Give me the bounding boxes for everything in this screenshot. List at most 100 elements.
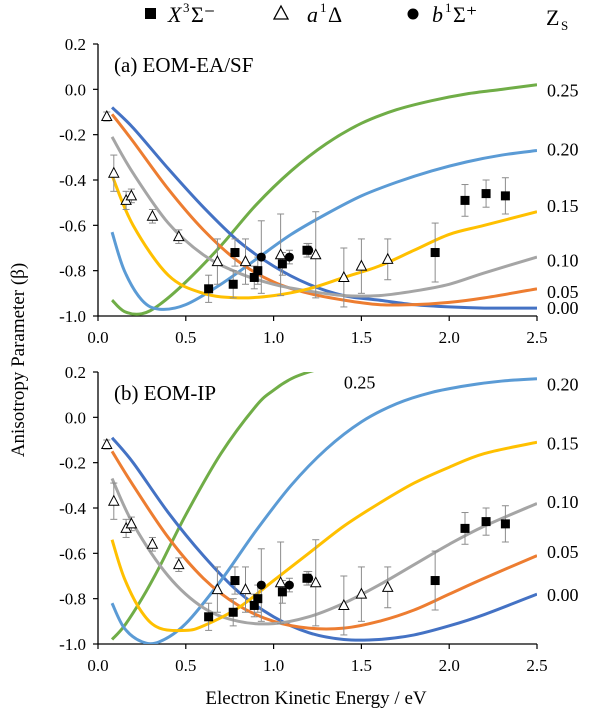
data-point-square [481, 189, 491, 199]
data-point-triangle [355, 587, 368, 599]
data-point-circle [304, 573, 314, 583]
circle-marker-icon [407, 8, 419, 20]
data-point-triangle [355, 259, 368, 271]
legend-label-sup: 1 [445, 0, 452, 15]
x-axis-label: Electron Kinetic Energy / eV [205, 688, 427, 709]
y-tick-label: 0.0 [65, 408, 86, 427]
data-point-triangle [338, 598, 350, 610]
x-tick-label: 0.0 [87, 656, 108, 675]
data-point-square [481, 517, 491, 527]
zs-value-label: 0.05 [547, 542, 579, 562]
legend-item-b1sigma: b 1 Σ⁺ [407, 0, 477, 27]
data-point-square [430, 248, 440, 258]
y-tick-label: -1.0 [59, 635, 86, 654]
x-tick-label: 1.0 [263, 328, 284, 347]
data-point-triangle [125, 189, 138, 201]
zs-value-label: 0.15 [547, 433, 579, 453]
data-point-square [249, 272, 259, 282]
data-point-triangle [107, 166, 120, 178]
legend-label-main: b [432, 2, 443, 27]
y-tick-label: -0.4 [59, 171, 86, 190]
data-point-square [277, 259, 287, 269]
data-point-triangle [146, 537, 159, 549]
y-tick-label: -0.8 [59, 590, 86, 609]
zs-header-sub: S [561, 18, 568, 33]
legend: X 3 Σ⁻ a 1 Δ b 1 Σ⁺ Z S [145, 0, 568, 33]
data-point-square [230, 576, 240, 586]
legend-item-a1delta: a 1 Δ [272, 0, 342, 27]
theory-curve [111, 106, 537, 310]
data-point-triangle [309, 576, 322, 588]
x-tick-label: 2.5 [526, 656, 547, 675]
zs-value-label: 0.20 [547, 374, 579, 394]
data-point-square [230, 248, 240, 258]
y-tick-label: 0.0 [65, 80, 86, 99]
data-point-triangle [338, 270, 350, 282]
legend-label-sup: 1 [320, 0, 327, 15]
theory-curve [110, 113, 537, 307]
x-tick-label: 0.5 [175, 656, 196, 675]
data-point-circle [256, 252, 266, 262]
theory-curve [110, 377, 537, 644]
data-point-square [500, 519, 510, 529]
legend-label-rest: Σ⁺ [453, 2, 477, 27]
x-tick-label: 0.5 [175, 328, 196, 347]
data-point-triangle [211, 255, 224, 267]
y-tick-label: -0.6 [59, 216, 86, 235]
panel-a: 0.20.0-0.2-0.4-0.6-0.8-1.00.0 0.5 1.0 1.5 2.… [59, 35, 578, 347]
zs-value-label: 0.10 [547, 492, 579, 512]
theory-curve [110, 436, 537, 642]
data-point-square [249, 600, 259, 610]
data-point-triangle [309, 248, 322, 260]
theory-curves [110, 372, 537, 644]
theory-curve [110, 440, 537, 633]
legend-label-sup: 3 [183, 0, 190, 15]
x-tick-label: 1.5 [351, 656, 372, 675]
data-point-square [253, 594, 263, 604]
data-point-square [204, 612, 214, 622]
data-point-triangle [274, 248, 287, 260]
y-tick-label: -0.2 [59, 454, 86, 473]
zs-value-label: 0.20 [547, 139, 579, 159]
panel-b: 0.20.0-0.2-0.4-0.6-0.8-1.00.0 0.5 1.0 1.5 2.… [59, 363, 578, 675]
x-tick-label: 2.0 [439, 328, 460, 347]
data-point-square [460, 523, 470, 533]
y-tick-label: -0.2 [59, 126, 86, 145]
data-point-triangle [100, 109, 113, 122]
x-tick-label: 2.5 [526, 328, 547, 347]
data-point-circle [284, 580, 294, 590]
data-point-triangle [172, 558, 185, 570]
data-point-square [253, 266, 263, 276]
x-tick-label: 1.5 [351, 328, 372, 347]
zs-value-label: 0.15 [547, 196, 579, 216]
legend-label-main: a [307, 2, 318, 27]
data-point-triangle [381, 252, 394, 264]
x-tick-label: 2.0 [439, 656, 460, 675]
y-tick-label: -1.0 [59, 307, 86, 326]
square-marker-icon [145, 8, 156, 19]
x-tick-label: 1.0 [263, 656, 284, 675]
data-point-square [228, 279, 238, 289]
legend-label-rest: Σ⁻ [191, 2, 215, 27]
data-point-square [460, 195, 470, 205]
legend-label-main: X [167, 2, 183, 27]
legend-item-x3sigma: X 3 Σ⁻ [145, 0, 215, 27]
data-point-square [277, 587, 287, 597]
zs-value-label: 0.05 [547, 282, 579, 302]
y-tick-label: 0.2 [65, 363, 86, 382]
y-tick-label: -0.8 [59, 262, 86, 281]
data-point-circle [256, 580, 266, 590]
zs-value-label: 0.25 [547, 80, 579, 100]
inline-zs-label: 0.25 [344, 372, 376, 392]
x-tick-label: 0.0 [87, 328, 108, 347]
y-tick-label: -0.4 [59, 499, 86, 518]
theory-curve [110, 450, 537, 631]
zs-header-main: Z [546, 5, 559, 30]
data-point-triangle [239, 583, 252, 595]
data-point-triangle [274, 576, 287, 588]
data-point-square [204, 284, 214, 294]
data-point-circle [304, 245, 314, 255]
theory-curve [110, 477, 537, 626]
data-point-triangle [381, 580, 394, 592]
data-point-square [500, 191, 510, 201]
